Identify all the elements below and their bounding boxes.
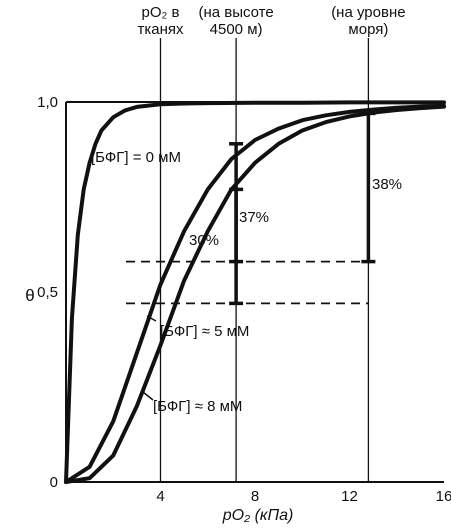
y-tick-label-2: 1,0	[37, 94, 58, 111]
leader-bpg-5	[146, 315, 157, 322]
series-label-bpg-5: [БФГ] ≈ 5 мМ	[160, 323, 249, 340]
annotation-37-percent: 37%	[239, 209, 269, 226]
leader-bpg-8	[142, 391, 154, 401]
series-label-bpg-8: [БФГ] ≈ 8 мМ	[153, 398, 242, 415]
x-tick-label-0: 4	[156, 488, 164, 505]
curve-series-1	[64, 103, 446, 484]
tick-labels: 4 8 12 16 0 0,5 1,0	[37, 94, 451, 505]
y-tick-label-1: 0,5	[37, 284, 58, 301]
annotation-38-percent: 38%	[372, 176, 402, 193]
x-tick-label-1: 8	[251, 488, 259, 505]
dashed-levels	[126, 260, 369, 305]
reference-label-2-line-2: (на уровне	[331, 4, 405, 21]
reference-label-2-line-3: моря)	[348, 21, 388, 38]
reference-label-1-line-2: (на высоте	[198, 4, 273, 21]
curve-series-0	[64, 100, 446, 484]
reference-label-1-line-3: 4500 м)	[210, 21, 263, 38]
difference-markers	[229, 111, 376, 306]
reference-label-0-line-1: тканях	[137, 21, 184, 38]
reference-label-1-line-1: легких	[214, 0, 260, 4]
series-label-bpg-0: [БФГ] = 0 мМ	[91, 149, 181, 166]
y-tick-label-0: 0	[50, 474, 58, 491]
curves	[64, 100, 446, 484]
x-tick-label-3: 16	[436, 488, 451, 505]
reference-label-0-line-0: pO₂ в	[142, 4, 180, 21]
curve-series-2	[64, 104, 446, 484]
reference-label-2-line-1: легких	[346, 0, 392, 4]
x-tick-label-2: 12	[341, 488, 358, 505]
annotation-30-percent: 30%	[189, 232, 219, 249]
x-axis-label: pO₂ (кПа)	[222, 507, 294, 524]
y-axis-label: θ	[25, 286, 34, 305]
